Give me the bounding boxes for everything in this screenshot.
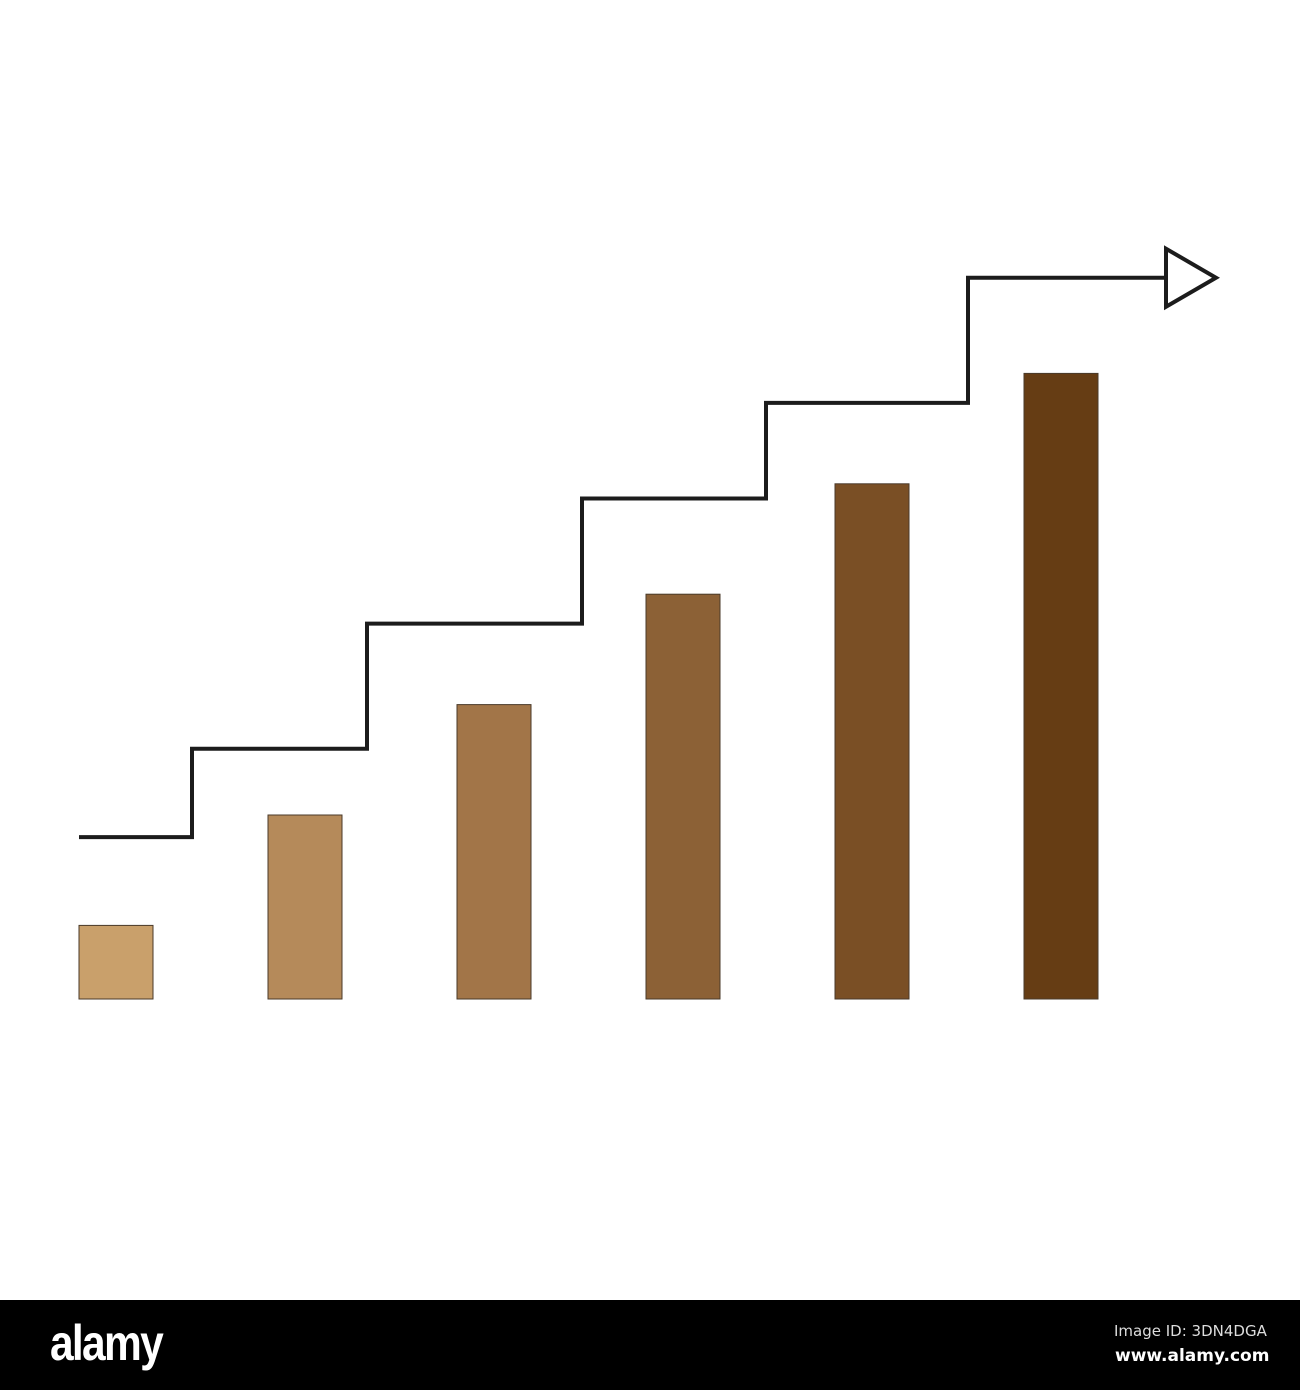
step-trend-line xyxy=(79,275,1166,840)
bar-6 xyxy=(1023,372,1099,1000)
bar-3 xyxy=(456,704,532,1000)
arrow-head-icon xyxy=(1164,245,1220,311)
watermark-footer: alamy Image ID: 3DN4DGA www.alamy.com xyxy=(0,1300,1300,1390)
site-url: www.alamy.com xyxy=(1115,1346,1270,1366)
bar-1 xyxy=(78,924,154,1000)
bar-chart xyxy=(78,245,1220,1000)
bar-2 xyxy=(267,814,343,1000)
bar-5 xyxy=(834,483,910,1000)
alamy-logo: alamy xyxy=(50,1315,164,1371)
image-id: Image ID: 3DN4DGA xyxy=(1114,1322,1267,1340)
bar-4 xyxy=(645,593,721,1000)
